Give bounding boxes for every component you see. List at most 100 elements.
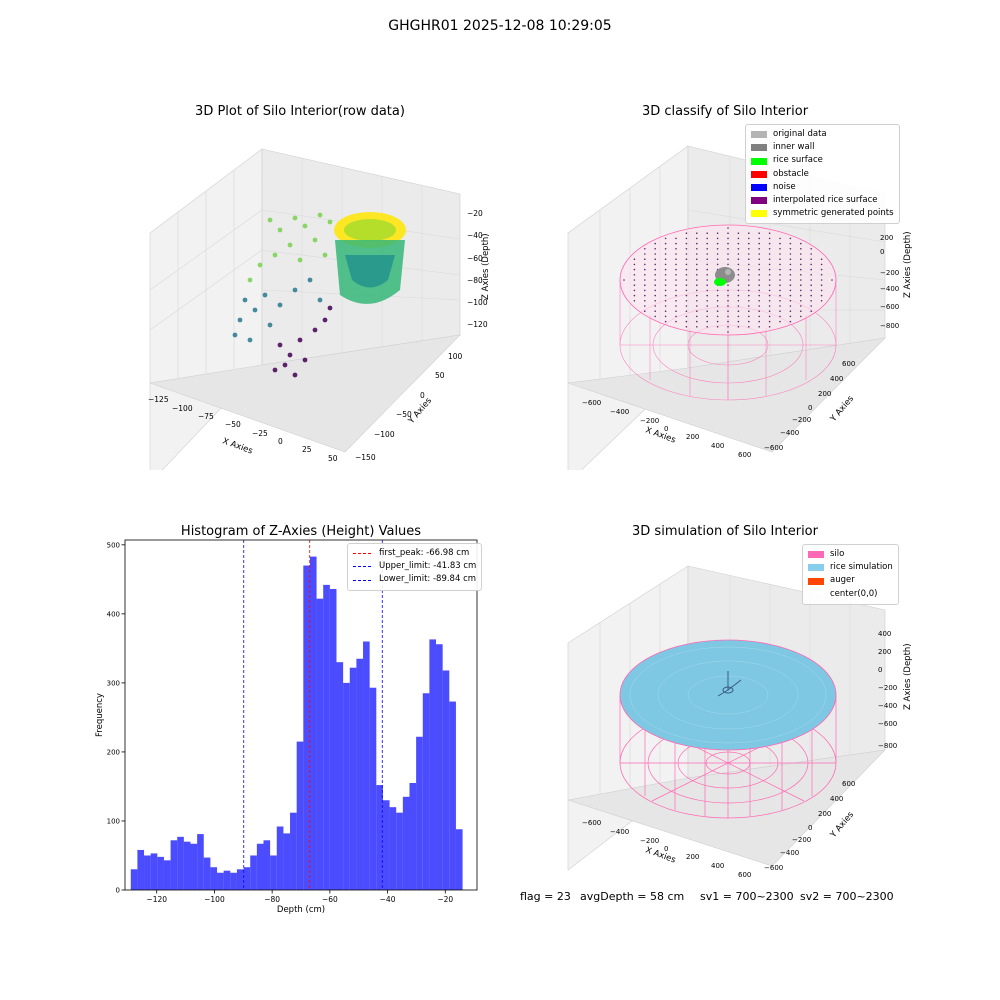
interpolated-point xyxy=(748,320,750,323)
interpolated-point xyxy=(685,284,688,286)
interpolated-point xyxy=(779,258,781,260)
panel4-y-tick: −400 xyxy=(780,849,799,857)
interpolated-point xyxy=(779,248,781,250)
interpolated-point xyxy=(706,320,708,323)
interpolated-point xyxy=(664,237,667,240)
histogram-bar xyxy=(442,670,450,890)
histogram-bar xyxy=(349,667,357,890)
panel2-y-tick: −200 xyxy=(792,416,811,424)
interpolated-point xyxy=(779,294,781,297)
panel1-z-tick: −120 xyxy=(467,320,488,329)
interpolated-point xyxy=(706,284,708,286)
interpolated-point xyxy=(810,248,812,250)
interpolated-point xyxy=(716,305,719,307)
interpolated-point xyxy=(758,289,760,292)
interpolated-point xyxy=(644,284,646,286)
interpolated-point xyxy=(779,237,781,240)
histogram-bar xyxy=(309,556,317,890)
panel4-z-ticks: 400 200 0 −200 −400 −600 −800 xyxy=(878,630,897,750)
panel1-x-ticks: −125 −100 −75 −50 −25 0 25 50 xyxy=(148,395,338,463)
histogram-bar xyxy=(256,843,264,890)
interpolated-point xyxy=(789,284,792,286)
interpolated-point xyxy=(727,253,729,255)
interpolated-point xyxy=(696,326,698,328)
interpolated-point xyxy=(800,300,802,302)
interpolated-point xyxy=(737,279,740,281)
interpolated-point xyxy=(748,289,750,292)
interpolated-point xyxy=(685,237,688,240)
legend-swatch xyxy=(808,564,824,572)
legend-label: interpolated rice surface xyxy=(773,195,878,206)
histogram-bar xyxy=(177,836,184,890)
interpolated-point xyxy=(644,253,646,255)
interpolated-point xyxy=(758,263,760,266)
interpolated-point xyxy=(748,237,750,240)
panel1-z-axis-label: Z Axies (Depth) xyxy=(481,233,491,300)
legend-entry: auger xyxy=(808,574,893,587)
interpolated-point xyxy=(758,242,760,245)
interpolated-point xyxy=(716,300,719,302)
panel3-title: Histogram of Z-Axies (Height) Values xyxy=(180,524,422,539)
panel4-z-tick: −600 xyxy=(878,720,897,728)
interpolated-point xyxy=(685,315,688,318)
panel4-z-tick: 200 xyxy=(878,648,891,656)
legend-line xyxy=(353,579,371,581)
interpolated-point xyxy=(810,258,812,260)
interpolated-point xyxy=(644,305,646,307)
interpolated-point xyxy=(810,305,812,307)
interpolated-point xyxy=(633,294,636,297)
panel2-x-ticks: −600 −400 −200 0 200 400 600 xyxy=(582,399,751,459)
interpolated-point xyxy=(768,289,771,292)
legend-entry: noise xyxy=(751,181,894,194)
legend-entry: original data xyxy=(751,128,894,141)
interpolated-point xyxy=(758,315,760,318)
interpolated-point xyxy=(727,326,729,328)
histogram-bar xyxy=(170,840,178,890)
interpolated-point xyxy=(696,320,698,323)
interpolated-point xyxy=(696,253,698,255)
interpolated-point xyxy=(675,315,677,318)
interpolated-point xyxy=(675,300,677,302)
histogram-bar xyxy=(290,812,297,890)
panel1-scatter-mid xyxy=(232,277,323,343)
panel4-y-tick: 600 xyxy=(842,780,855,788)
legend-swatch xyxy=(751,144,767,152)
interpolated-point xyxy=(768,326,771,328)
interpolated-point xyxy=(706,232,708,234)
interpolated-point xyxy=(654,289,656,292)
interpolated-point xyxy=(789,279,792,281)
interpolated-point xyxy=(633,274,636,276)
interpolated-point xyxy=(810,274,812,276)
interpolated-point xyxy=(644,300,646,302)
interpolated-point xyxy=(685,300,688,302)
panel4-x-tick: 600 xyxy=(738,871,751,879)
figure-title: GHGHR01 2025-12-08 10:29:05 xyxy=(388,18,612,34)
interpolated-point xyxy=(779,289,781,292)
interpolated-point xyxy=(779,305,781,307)
interpolated-point xyxy=(789,248,792,250)
interpolated-point xyxy=(716,253,719,255)
interpolated-point xyxy=(716,248,719,250)
interpolated-point xyxy=(748,268,750,271)
panel2-z-tick: 200 xyxy=(880,234,893,242)
histogram-bar xyxy=(203,857,211,890)
panel2-title: 3D classify of Silo Interior xyxy=(641,104,809,119)
histogram-bar xyxy=(329,589,337,890)
histogram-bar xyxy=(236,869,244,890)
interpolated-point xyxy=(664,253,667,255)
interpolated-point xyxy=(820,274,823,276)
interpolated-point xyxy=(716,310,719,312)
interpolated-point xyxy=(748,258,750,260)
interpolated-point xyxy=(685,232,688,234)
interpolated-point xyxy=(748,326,750,328)
interpolated-point xyxy=(664,279,667,281)
interpolated-point xyxy=(685,263,688,266)
panel1-y-tick: −150 xyxy=(355,453,376,462)
interpolated-point xyxy=(779,274,781,276)
interpolated-point xyxy=(633,279,636,281)
histogram-bar xyxy=(150,853,158,890)
interpolated-point xyxy=(685,289,688,292)
interpolated-point xyxy=(675,274,677,276)
interpolated-point xyxy=(664,284,667,286)
panel1-z-ticks: −20 −40 −60 −80 −100 −120 xyxy=(467,209,488,329)
